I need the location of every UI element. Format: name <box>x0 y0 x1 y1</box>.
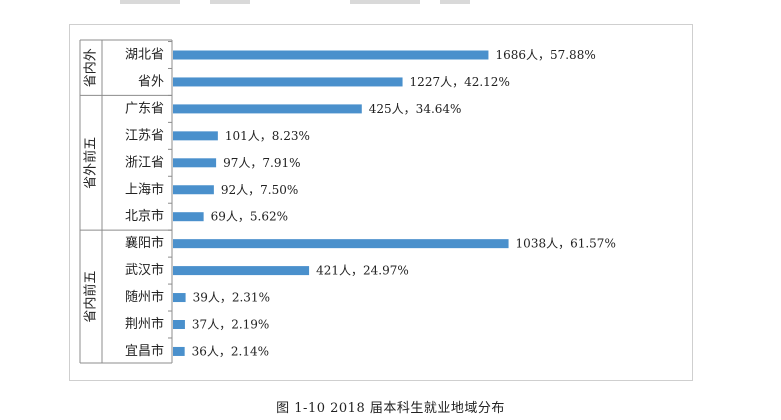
category-label: 广东省 <box>125 101 164 116</box>
category-label: 襄阳市 <box>125 235 164 251</box>
bar <box>173 266 310 276</box>
category-label: 随州市 <box>125 289 164 305</box>
data-label: 101人，8.23% <box>225 129 310 143</box>
data-label: 39人，2.31% <box>193 291 270 305</box>
bar <box>173 293 186 303</box>
data-label: 1227人，42.12% <box>410 75 510 89</box>
chart-frame <box>69 24 693 381</box>
category-label: 省外 <box>138 74 164 89</box>
bar <box>173 77 403 87</box>
data-label: 425人，34.64% <box>369 102 462 116</box>
category-label: 江苏省 <box>125 127 164 143</box>
bar <box>173 320 185 329</box>
data-label: 37人，2.19% <box>192 318 269 332</box>
cropped-header-remnant <box>120 0 480 5</box>
data-label: 36人，2.14% <box>192 344 269 358</box>
bar <box>173 50 489 60</box>
category-label: 荆州市 <box>125 316 164 332</box>
data-label: 421人，24.97% <box>316 264 409 278</box>
bar <box>173 346 185 356</box>
category-label: 武汉市 <box>125 262 164 278</box>
category-label: 湖北省 <box>125 48 164 63</box>
bar <box>173 104 362 114</box>
data-label: 1686人，57.88% <box>495 48 595 62</box>
data-label: 97人，7.91% <box>223 156 300 170</box>
data-label: 1038人，61.57% <box>516 237 616 251</box>
data-label: 92人，7.50% <box>221 183 298 197</box>
group-label: 省外前五 <box>83 137 99 189</box>
bar <box>173 212 204 222</box>
category-label: 上海市 <box>125 181 164 197</box>
bar <box>173 158 217 168</box>
category-label: 北京市 <box>125 208 164 224</box>
category-label: 宜昌市 <box>125 343 164 359</box>
group-label: 省内外 <box>83 48 99 87</box>
figure-caption: 图 1-10 2018 届本科生就业地域分布 <box>276 401 505 416</box>
bar <box>173 131 218 141</box>
data-label: 69人，5.62% <box>211 210 288 224</box>
bar <box>173 239 509 249</box>
group-label: 省内前五 <box>83 271 99 323</box>
category-label: 浙江省 <box>125 155 164 170</box>
bar <box>173 185 214 195</box>
